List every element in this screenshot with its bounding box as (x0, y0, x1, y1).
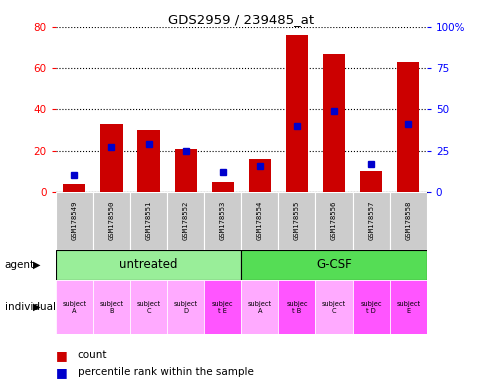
Bar (241, 192, 278, 250)
Bar (100, 124, 122, 192)
Bar (63, 184, 85, 192)
Bar (248, 159, 271, 192)
Text: subject
E: subject E (395, 301, 420, 314)
Bar (359, 171, 381, 192)
Bar (278, 280, 315, 334)
Bar (166, 192, 204, 250)
Text: subject
C: subject C (136, 301, 160, 314)
Bar (166, 280, 204, 334)
Bar (56, 250, 241, 280)
Text: percentile rank within the sample: percentile rank within the sample (77, 367, 253, 377)
Text: subject
C: subject C (321, 301, 346, 314)
Text: agent: agent (5, 260, 35, 270)
Bar (389, 280, 426, 334)
Bar (352, 192, 389, 250)
Bar (396, 62, 419, 192)
Bar (93, 192, 130, 250)
Bar (211, 182, 233, 192)
Bar (204, 192, 241, 250)
Bar (130, 280, 166, 334)
Bar (285, 35, 307, 192)
Text: subjec
t E: subjec t E (212, 301, 233, 314)
Text: subject
A: subject A (247, 301, 272, 314)
Bar (93, 280, 130, 334)
Text: GSM178552: GSM178552 (182, 201, 188, 240)
Bar (130, 192, 166, 250)
Text: GSM178553: GSM178553 (219, 201, 225, 240)
Title: GDS2959 / 239485_at: GDS2959 / 239485_at (168, 13, 314, 26)
Bar (352, 280, 389, 334)
Text: ▶: ▶ (33, 302, 40, 312)
Text: ■: ■ (56, 349, 67, 362)
Bar (174, 149, 197, 192)
Text: G-CSF: G-CSF (316, 258, 351, 271)
Bar (315, 192, 352, 250)
Text: GSM178551: GSM178551 (145, 201, 151, 240)
Text: count: count (77, 350, 107, 360)
Bar (137, 130, 159, 192)
Text: ▶: ▶ (33, 260, 40, 270)
Bar (56, 280, 93, 334)
Text: GSM178555: GSM178555 (293, 201, 299, 240)
Bar (389, 192, 426, 250)
Text: GSM178549: GSM178549 (71, 201, 77, 240)
Bar (241, 280, 278, 334)
Text: subject
A: subject A (62, 301, 86, 314)
Text: GSM178550: GSM178550 (108, 201, 114, 240)
Bar (56, 192, 93, 250)
Text: GSM178556: GSM178556 (331, 201, 336, 240)
Text: GSM178557: GSM178557 (367, 201, 373, 240)
Text: untreated: untreated (119, 258, 178, 271)
Text: ■: ■ (56, 366, 67, 379)
Text: subjec
t D: subjec t D (360, 301, 381, 314)
Text: subject
D: subject D (173, 301, 197, 314)
Bar (315, 280, 352, 334)
Bar (241, 250, 426, 280)
Text: GSM178554: GSM178554 (257, 201, 262, 240)
Bar (204, 280, 241, 334)
Bar (278, 192, 315, 250)
Text: subject
B: subject B (99, 301, 123, 314)
Bar (322, 54, 345, 192)
Text: individual: individual (5, 302, 56, 312)
Text: subjec
t B: subjec t B (286, 301, 307, 314)
Text: GSM178558: GSM178558 (405, 201, 410, 240)
